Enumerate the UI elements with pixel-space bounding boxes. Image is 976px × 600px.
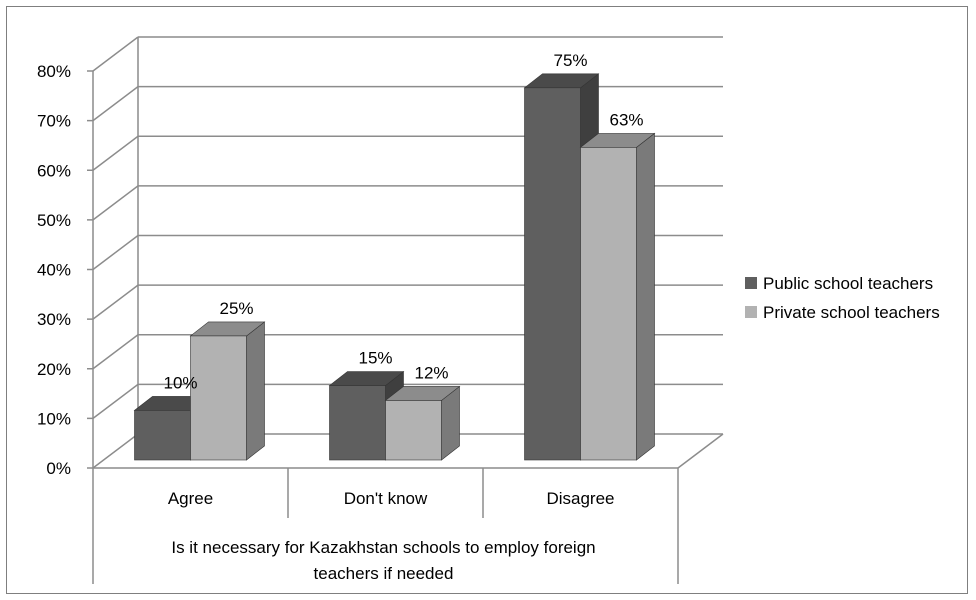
- data-label: 25%: [219, 299, 253, 318]
- side-wall-gridline: [92, 135, 139, 171]
- legend-label: Public school teachers: [763, 274, 933, 293]
- category-label: Agree: [168, 489, 213, 508]
- y-tick-label: 50%: [37, 211, 71, 230]
- y-tick-label: 20%: [37, 360, 71, 379]
- bar: [580, 147, 637, 461]
- data-label: 15%: [358, 349, 392, 368]
- side-wall-gridline: [92, 383, 139, 419]
- legend-label: Private school teachers: [763, 303, 940, 322]
- data-label: 75%: [553, 51, 587, 70]
- y-tick-label: 80%: [37, 62, 71, 81]
- x-axis-title: Is it necessary for Kazakhstan schools t…: [171, 538, 595, 583]
- side-wall-gridline: [92, 234, 139, 271]
- side-wall-gridline: [92, 433, 139, 469]
- bar: [329, 385, 386, 461]
- side-wall-gridline: [92, 36, 139, 72]
- y-tick-label: 30%: [37, 310, 71, 329]
- y-tick-label: 10%: [37, 409, 71, 428]
- bars: [133, 73, 656, 461]
- y-tick-label: 40%: [37, 261, 71, 280]
- bar: [134, 410, 191, 461]
- data-labels: 10% 25% 15% 12% 75% 63%: [163, 51, 643, 393]
- bar: [385, 400, 442, 461]
- y-tick-label: 70%: [37, 112, 71, 131]
- x-axis: [92, 468, 679, 584]
- category-label: Disagree: [546, 489, 614, 508]
- bar-side: [246, 321, 265, 461]
- data-label: 63%: [609, 110, 643, 129]
- category-labels: Agree Don't know Disagree: [168, 489, 615, 508]
- side-wall-gridline: [92, 86, 139, 122]
- y-tick-label: 60%: [37, 161, 71, 180]
- data-label: 10%: [163, 373, 197, 392]
- chart-frame: [6, 6, 968, 594]
- bar: [524, 87, 581, 461]
- side-wall-gridline: [92, 284, 139, 320]
- side-wall-gridline: [92, 185, 139, 221]
- floor-right-edge: [677, 433, 724, 469]
- side-wall-gridline: [92, 334, 139, 370]
- bar-side: [636, 132, 655, 461]
- y-axis-tick-labels: 0% 10% 20% 30% 40% 50% 60% 70% 80%: [37, 62, 93, 478]
- legend-swatch: [745, 306, 757, 318]
- legend: Public school teachers Private school tea…: [745, 274, 940, 322]
- y-tick-label: 0%: [46, 459, 71, 478]
- bar: [190, 335, 247, 461]
- legend-swatch: [745, 277, 757, 289]
- category-label: Don't know: [344, 489, 428, 508]
- data-label: 12%: [414, 363, 448, 382]
